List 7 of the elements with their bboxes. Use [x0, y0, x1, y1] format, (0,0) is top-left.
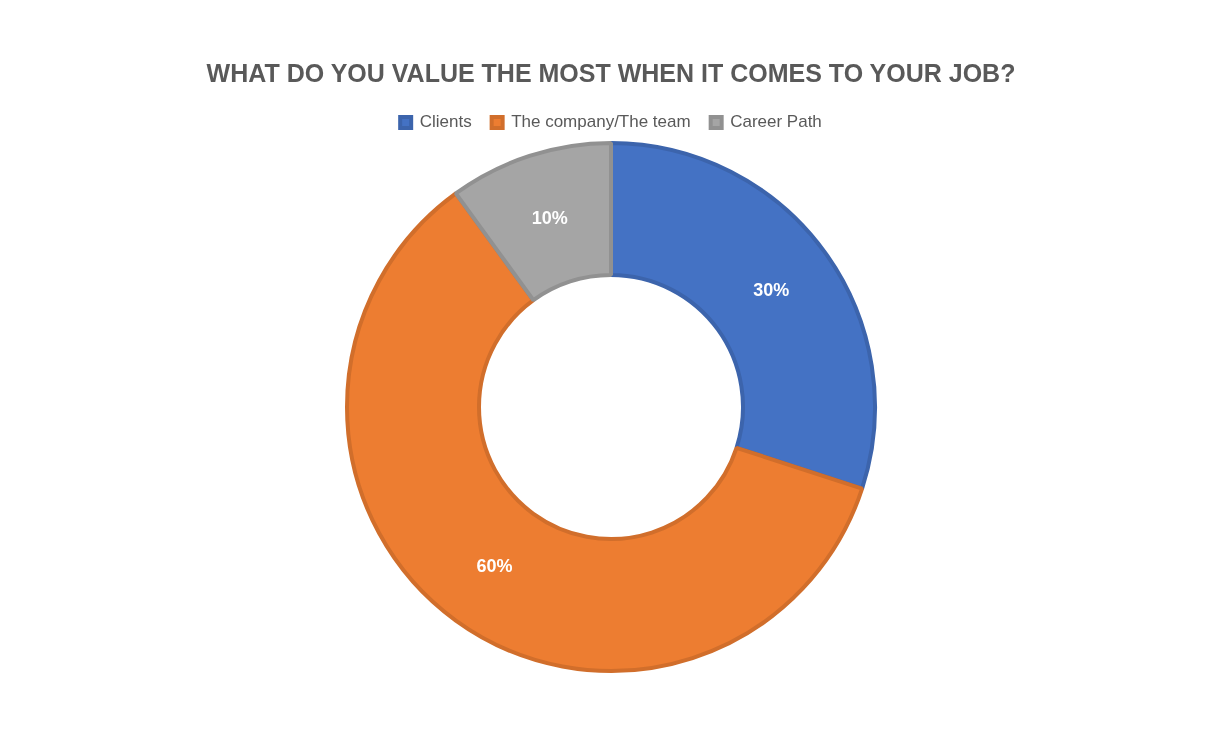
chart-title: WHAT DO YOU VALUE THE MOST WHEN IT COMES TO YOUR JOB? — [206, 58, 1016, 87]
data-label: 10% — [531, 207, 568, 228]
legend-label: Career Path — [730, 112, 822, 132]
data-label: 60% — [476, 556, 513, 577]
legend-label: The company/The team — [511, 112, 691, 132]
data-label: 30% — [753, 279, 790, 300]
legend-label: Clients — [419, 112, 472, 132]
